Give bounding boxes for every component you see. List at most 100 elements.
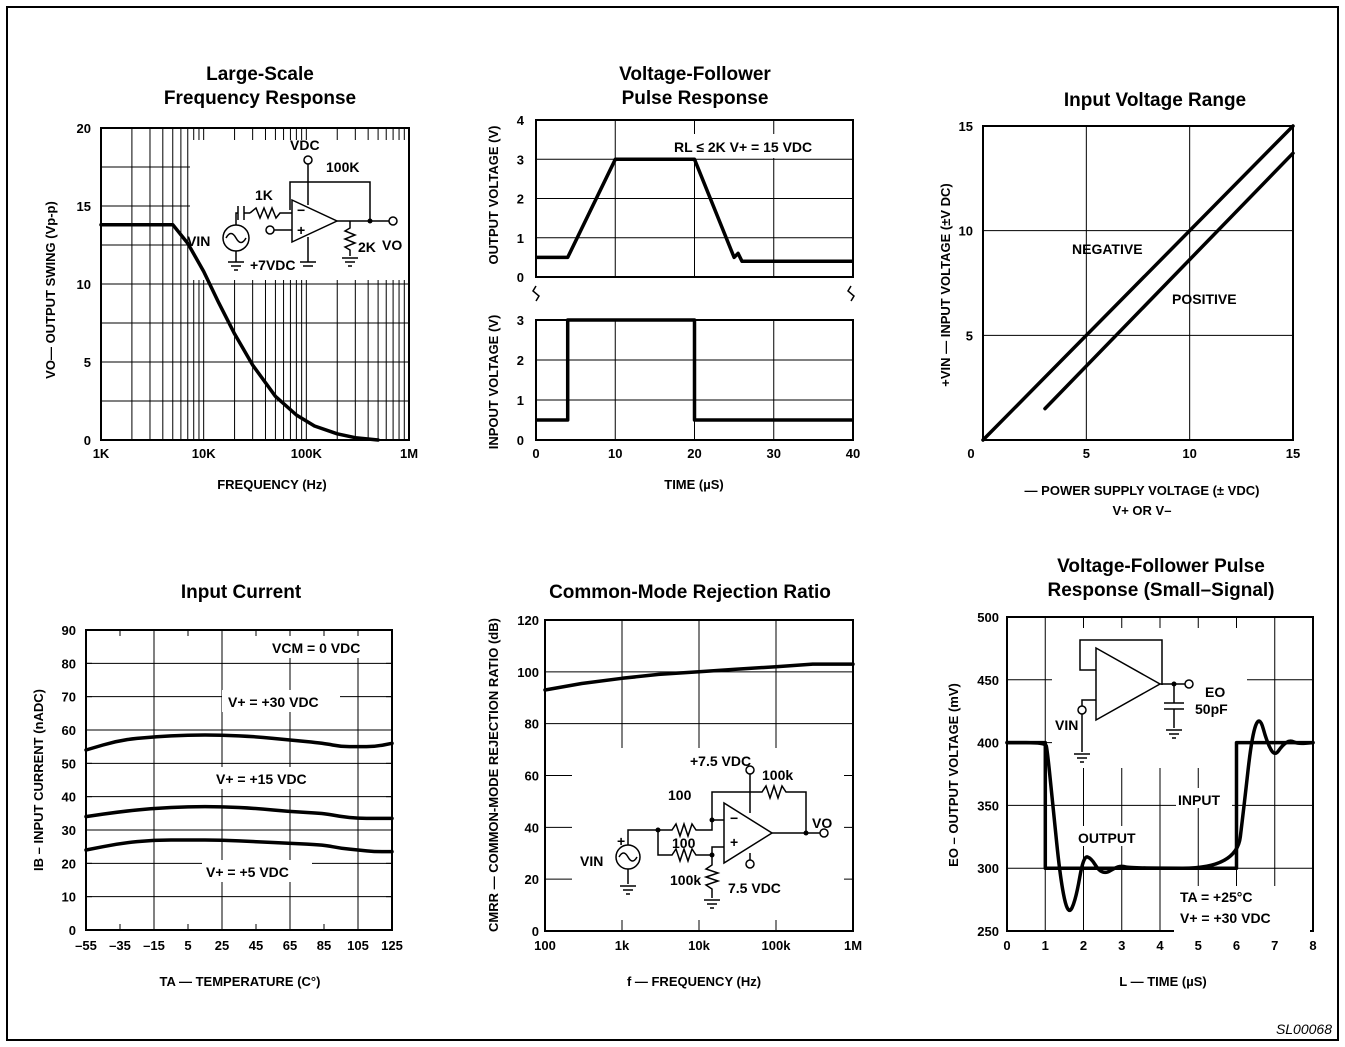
label-vminus: 7.5 VDC [728, 880, 781, 896]
label-ta: TA = +25°C [1180, 889, 1253, 905]
label-vin: VIN [187, 233, 210, 249]
y-axis-label: +VIN — INPUT VOLTAGE (±V DC) [938, 183, 953, 386]
label-5v: V+ = +5 VDC [206, 864, 289, 880]
x-axis-label: TA — TEMPERATURE (C°) [160, 974, 321, 989]
tick-label: 5 [1195, 938, 1202, 953]
chart-large-scale-frequency-response: Large-Scale Frequency Response 1K 10K 100K… [43, 64, 418, 492]
tick-label: 0 [967, 446, 974, 461]
svg-text:−: − [297, 202, 305, 218]
tick-label: 5 [184, 938, 191, 953]
y-axis-label-top: OUTPUT VOLTAGE (V) [486, 126, 501, 265]
tick-label: 500 [977, 610, 999, 625]
label-vin: VIN [580, 853, 603, 869]
chart-title-line1: Voltage-Follower [619, 64, 771, 85]
label-vcm: VCM = 0 VDC [272, 640, 360, 656]
tick-label: 30 [767, 446, 781, 461]
tick-label: 1 [517, 393, 524, 408]
tick-label: 10 [77, 277, 91, 292]
tick-label: 50 [62, 756, 76, 771]
label-eo: EO [1205, 684, 1225, 700]
bottom-pulse-curve [535, 318, 854, 422]
top-pulse-curve [535, 157, 854, 264]
frequency-response-curve [99, 222, 380, 442]
tick-label: 450 [977, 673, 999, 688]
current-curve-1 [84, 733, 394, 752]
tick-label: 3 [517, 152, 524, 167]
tick-label: 0 [84, 433, 91, 448]
tick-label: 0 [1003, 938, 1010, 953]
label-r100k2: 100k [670, 872, 701, 888]
tick-label: 4 [517, 113, 525, 128]
tick-label: 80 [525, 717, 539, 732]
tick-label: 1k [615, 938, 630, 953]
tick-label: 1M [844, 938, 862, 953]
tick-label: 60 [525, 769, 539, 784]
chart-title: Input Voltage Range [1064, 90, 1246, 111]
plot-frame [982, 125, 1294, 441]
tick-label: 45 [249, 938, 263, 953]
tick-label: 15 [1286, 446, 1300, 461]
tick-label: 0 [517, 270, 524, 285]
label-vo: VO [812, 815, 832, 831]
chart-title: Input Current [181, 582, 302, 603]
tick-label: 125 [381, 938, 403, 953]
tick-label: 100 [517, 665, 539, 680]
x-axis-label: TIME (µS) [664, 477, 723, 492]
tick-label: 100 [534, 938, 556, 953]
y-axis-label-bottom: INPOUT VOLTAGE (V) [486, 315, 501, 450]
chart-cmrr: Common-Mode Rejection Ratio 100 1k 10k 100k… [486, 582, 862, 989]
chart-title: Common-Mode Rejection Ratio [549, 582, 831, 603]
tick-label: –55 [75, 938, 97, 953]
tick-label: 15 [77, 199, 91, 214]
tick-label: 400 [977, 736, 999, 751]
cmrr-curve [543, 662, 855, 692]
current-curve-3 [84, 838, 394, 854]
tick-label: 20 [687, 446, 701, 461]
tick-label: 15 [959, 119, 973, 134]
tick-label: 20 [77, 121, 91, 136]
label-r100a: 100 [668, 787, 692, 803]
svg-text:+: + [617, 833, 625, 849]
condition-label: RL ≤ 2K V+ = 15 VDC [674, 139, 812, 155]
label-100k: 100k [762, 767, 793, 783]
tick-label: –35 [109, 938, 131, 953]
tick-label: 6 [1233, 938, 1240, 953]
chart-input-current: Input Current –55 –35 –15 5 25 45 65 85 105 125 0 1… [31, 582, 403, 989]
label-2k: 2K [358, 239, 376, 255]
label-100k: 100K [326, 159, 359, 175]
svg-text:+: + [730, 834, 738, 850]
schematic-inset: EO 50pF VIN [1052, 628, 1247, 768]
tick-label: 0 [517, 433, 524, 448]
x-axis-label: L — TIME (µS) [1119, 974, 1206, 989]
tick-label: 10k [688, 938, 710, 953]
y-axis-label: VO— OUTPUT SWING (Vp-p) [43, 201, 58, 379]
label-negative: NEGATIVE [1072, 241, 1143, 257]
tick-label: 350 [977, 798, 999, 813]
x-axis-label: — POWER SUPPLY VOLTAGE (± VDC) [1025, 483, 1260, 498]
current-curve-2 [84, 804, 394, 821]
tick-label: 1 [517, 231, 524, 246]
chart-title-line1: Voltage-Follower Pulse [1057, 556, 1265, 577]
tick-label: 105 [347, 938, 369, 953]
tick-label: –15 [143, 938, 165, 953]
tick-label: 3 [1118, 938, 1125, 953]
plot-frame [85, 629, 393, 931]
chart-small-signal-pulse-response: Voltage-Follower Pulse Response (Small–S… [946, 556, 1317, 989]
tick-label: 30 [62, 823, 76, 838]
panel-frame [535, 119, 854, 278]
negative-curve [981, 124, 1295, 442]
label-1k: 1K [255, 187, 273, 203]
tick-label: 10 [1182, 446, 1196, 461]
tick-label: 2 [517, 353, 524, 368]
label-vplus: V+ = +30 VDC [1180, 910, 1271, 926]
tick-label: 60 [62, 723, 76, 738]
x-axis-label: f — FREQUENCY (Hz) [627, 974, 761, 989]
tick-label: 0 [69, 923, 76, 938]
tick-label: 3 [517, 313, 524, 328]
tick-label: 1M [400, 446, 418, 461]
label-vdc7: +7VDC [250, 257, 296, 273]
figure-border [6, 6, 1339, 1041]
label-vplus: +7.5 VDC [690, 753, 751, 769]
tick-label: 0 [532, 446, 539, 461]
